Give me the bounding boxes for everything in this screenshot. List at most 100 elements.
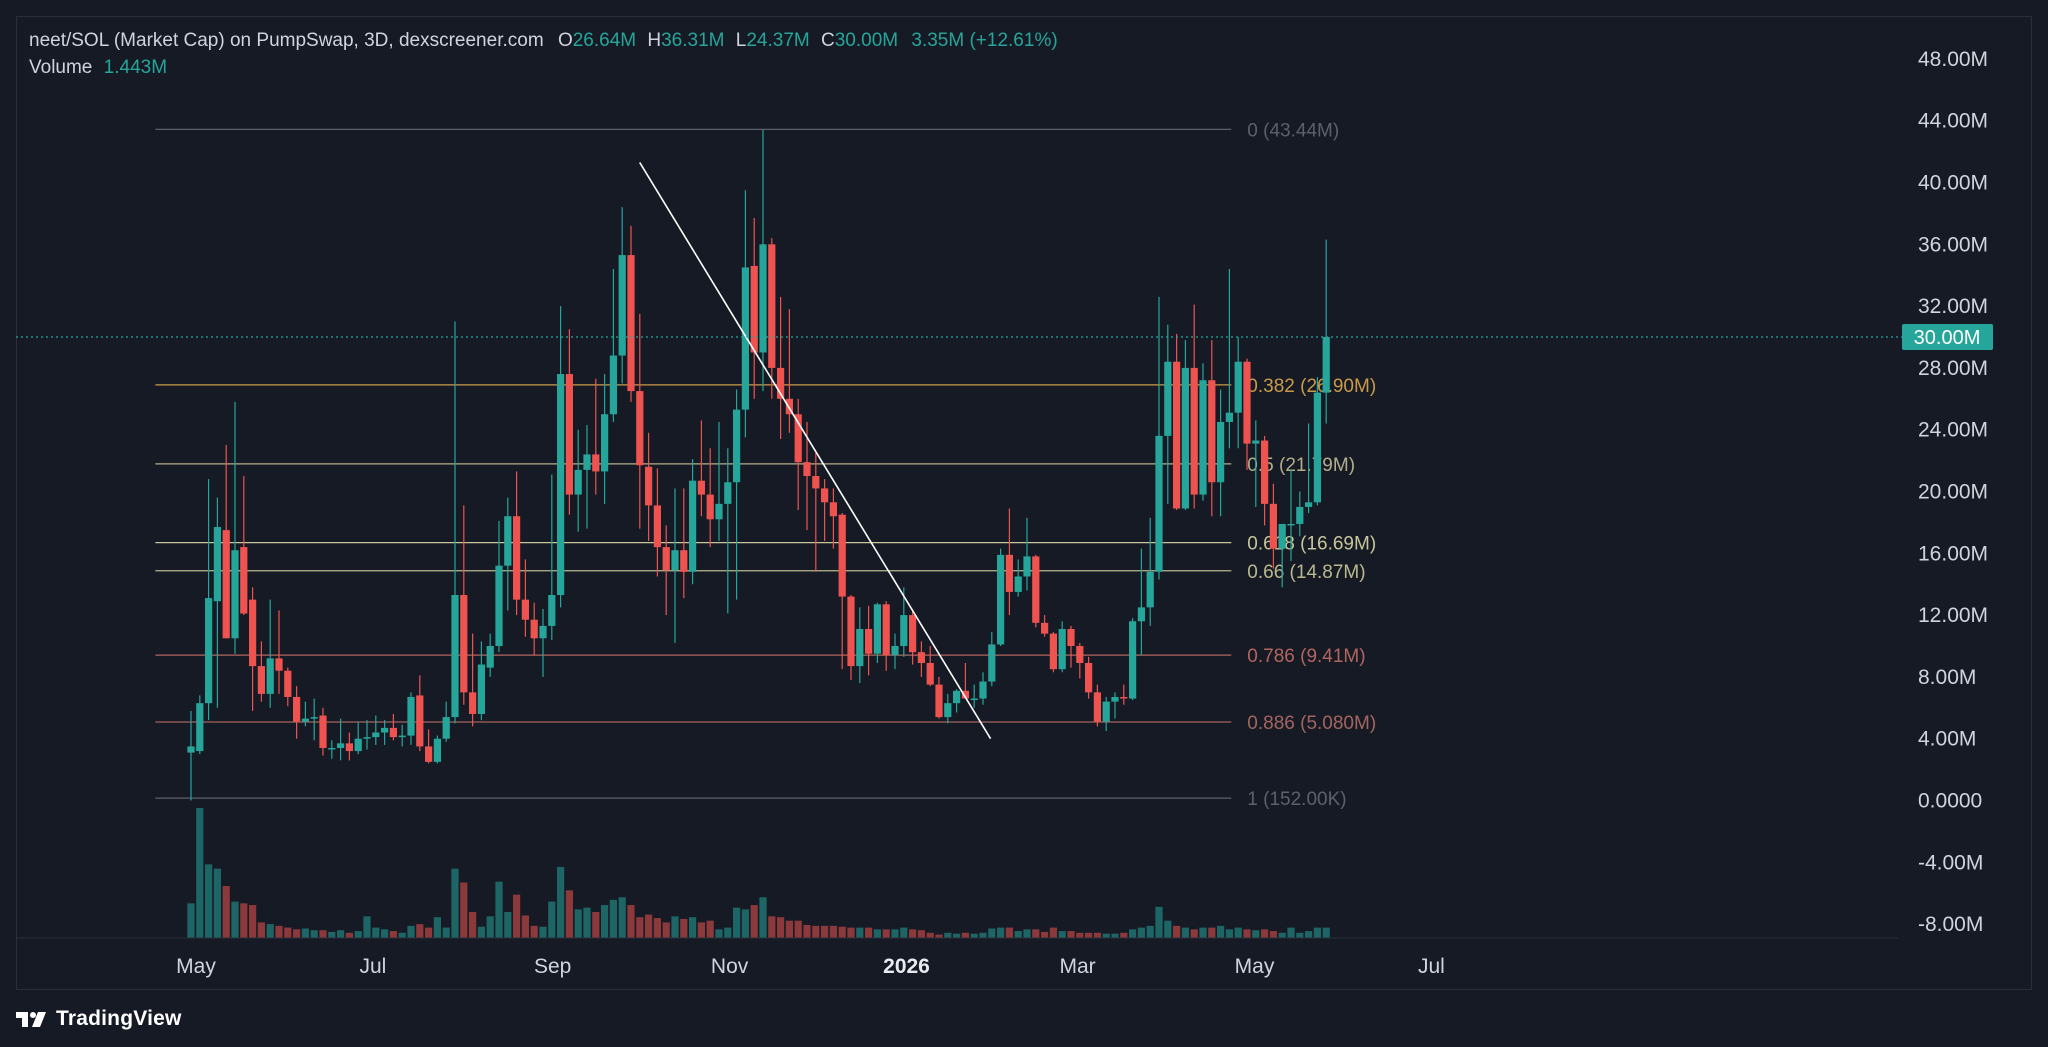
candle-body: [433, 738, 441, 762]
volume-bar: [1102, 933, 1110, 938]
candle-body: [205, 598, 213, 704]
candle-body: [1296, 506, 1304, 524]
candle-body: [865, 629, 873, 654]
candle-body: [345, 743, 353, 752]
candle-body: [1252, 440, 1260, 444]
volume-bar: [240, 903, 248, 938]
volume-bar: [1252, 930, 1260, 938]
volume-bar: [477, 926, 485, 938]
candle-body: [548, 595, 556, 626]
x-tick-label: Nov: [711, 955, 749, 978]
trendline[interactable]: [639, 161, 992, 740]
volume-bar: [469, 912, 477, 938]
volume-bar: [988, 928, 996, 938]
candle-body: [1120, 696, 1128, 699]
candle-body: [196, 703, 204, 752]
candle-body: [697, 480, 705, 495]
candle-body: [460, 595, 468, 693]
trendline-segment[interactable]: [639, 161, 992, 740]
volume-bar: [1234, 927, 1242, 938]
y-tick-label: 36.00M: [1918, 233, 1988, 256]
candle-body: [741, 267, 749, 410]
candle-body: [425, 746, 433, 762]
candle-body: [372, 732, 380, 738]
volume-bar: [662, 922, 670, 938]
y-tick-label: 12.00M: [1918, 604, 1988, 627]
volume-bar: [1243, 929, 1251, 938]
volume-value: 1.443M: [103, 57, 168, 78]
candle-body: [768, 244, 776, 368]
volume-bar: [354, 931, 362, 938]
candle-body: [1181, 367, 1189, 509]
candle-body: [1085, 662, 1093, 693]
change-value: 3.35M (+12.61%): [911, 30, 1058, 51]
volume-bar: [504, 912, 512, 938]
x-tick-label: Sep: [534, 955, 571, 978]
candle-body: [266, 658, 274, 694]
volume-bar: [284, 927, 292, 938]
y-axis[interactable]: 48.00M 44.00M 40.00M 36.00M 32.00M 28.00M 24.0…: [1918, 48, 1988, 936]
candle-body: [1067, 629, 1075, 646]
volume-bar: [557, 866, 565, 938]
y-tick-label: 0.0000: [1918, 790, 1982, 813]
volume-bar: [645, 914, 653, 938]
volume-bar: [609, 899, 617, 938]
candle-body: [944, 703, 952, 718]
candle-body: [1225, 412, 1233, 422]
candle-body: [627, 255, 635, 392]
candle-body: [469, 692, 477, 714]
candle-body: [249, 599, 257, 667]
y-tick-label: 4.00M: [1918, 728, 1976, 751]
close-label: C: [821, 30, 835, 51]
volume-bar: [1305, 931, 1313, 938]
volume-bar: [1146, 925, 1154, 938]
volume-bar: [812, 925, 820, 938]
y-tick-label: 24.00M: [1918, 419, 1988, 442]
volume-bar: [187, 903, 195, 938]
last-price-badge: [1902, 324, 1993, 350]
candle-body: [917, 652, 925, 663]
candle-body: [988, 644, 996, 682]
volume-bar: [389, 931, 397, 938]
x-tick-label: Jul: [359, 955, 386, 978]
y-tick-label: 48.00M: [1918, 48, 1988, 71]
volume-bar: [1217, 925, 1225, 938]
candle-body: [592, 454, 600, 472]
volume-bar: [917, 930, 925, 938]
candle-body: [1313, 392, 1321, 503]
tradingview-branding[interactable]: TradingView: [16, 1004, 182, 1034]
candle-body: [213, 527, 221, 602]
volume-bar: [398, 932, 406, 938]
x-axis[interactable]: May Jul Sep Nov 2026 Mar May Jul: [16, 937, 1898, 978]
volume-bar: [882, 929, 890, 938]
candle-body: [838, 514, 846, 597]
volume-bar: [205, 864, 213, 938]
candle-body: [1146, 571, 1154, 608]
volume-bar: [1278, 932, 1286, 938]
x-tick-label: Mar: [1060, 955, 1096, 978]
volume-bar: [1199, 927, 1207, 938]
volume-bars: [187, 808, 1330, 938]
candle-body: [477, 664, 485, 714]
volume-bar: [873, 929, 881, 938]
volume-bar: [1076, 932, 1084, 938]
candle-body: [583, 454, 591, 470]
candle-body: [997, 554, 1005, 645]
candle-body: [565, 374, 573, 495]
candle-body: [873, 604, 881, 654]
low-label: L: [735, 30, 747, 51]
candle-body: [530, 619, 538, 639]
volume-bar: [583, 907, 591, 938]
volume-bar: [1093, 932, 1101, 938]
volume-legend: Volume 1.443M: [29, 57, 167, 79]
candle-body: [301, 718, 309, 722]
x-tick-label: May: [1235, 955, 1275, 978]
volume-bar: [310, 930, 318, 938]
candle-body: [1243, 361, 1251, 444]
chart-legend: neet/SOL (Market Cap) on PumpSwap, 3D, d…: [29, 30, 1058, 52]
volume-bar: [328, 931, 336, 938]
fib-label-4: 0.66 (14.87M): [1247, 562, 1365, 583]
candle-body: [539, 625, 547, 639]
candle-body: [319, 715, 327, 748]
